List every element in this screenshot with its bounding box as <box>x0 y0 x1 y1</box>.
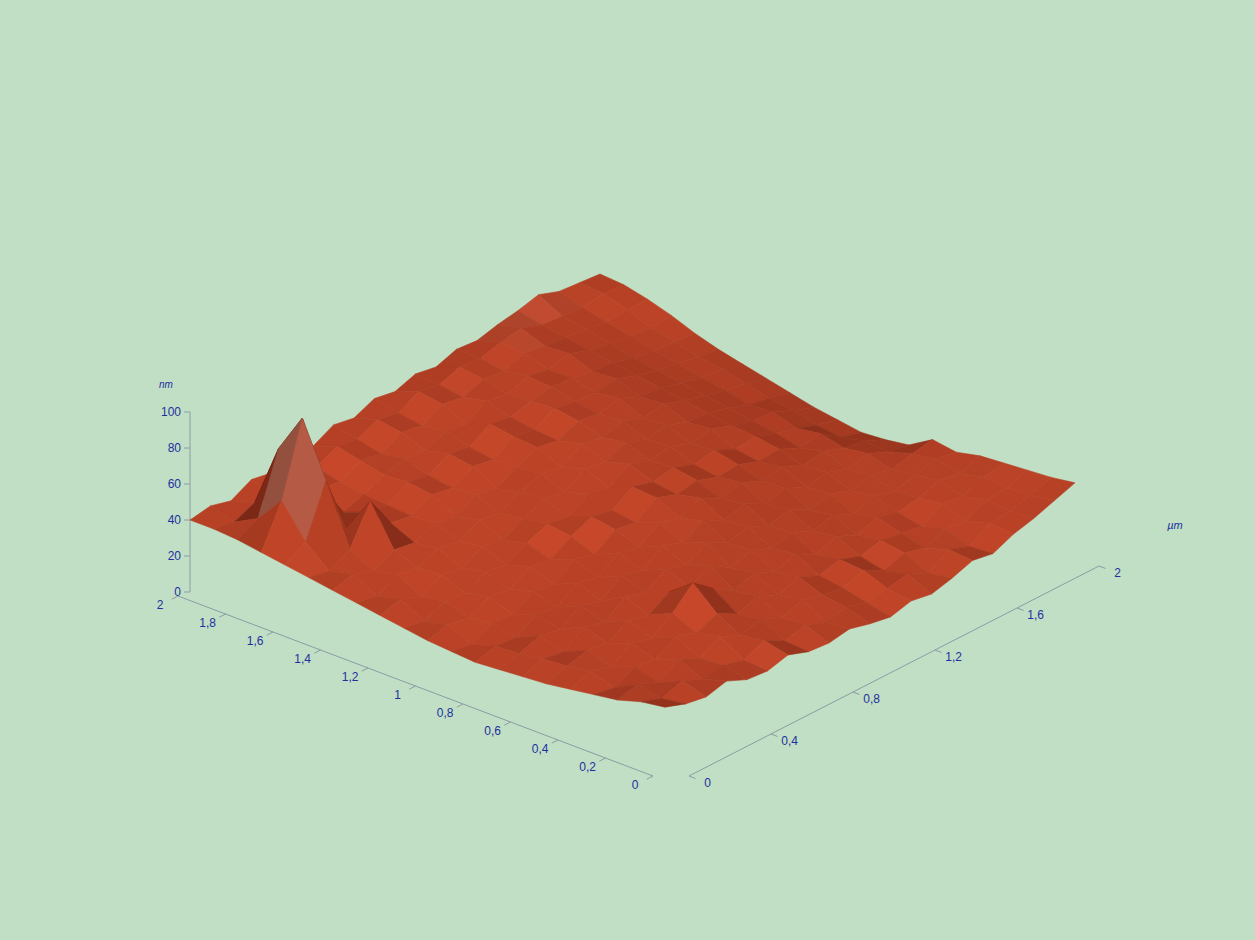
z-axis-title: nm <box>159 379 173 390</box>
y-tick-label: 0,8 <box>437 706 454 720</box>
y-tick-label: 1,8 <box>199 616 216 630</box>
x-tick-label: 1,6 <box>1027 608 1044 622</box>
z-tick <box>184 412 190 413</box>
y-tick-label: 2 <box>157 598 164 612</box>
z-tick-label: 20 <box>168 549 182 563</box>
z-tick-label: 40 <box>168 513 182 527</box>
surface-cell <box>606 443 650 464</box>
surface-cell <box>925 528 969 549</box>
x-tick <box>1017 608 1024 610</box>
y-tick <box>552 740 558 743</box>
y-tick <box>599 758 605 761</box>
surface-cell <box>703 665 747 681</box>
chart: 00,20,40,60,811,21,41,61,8200,40,81,21,6… <box>0 0 1255 940</box>
surface-cell <box>884 553 928 574</box>
y-tick-label: 1,4 <box>294 652 311 666</box>
y-axis <box>178 596 653 776</box>
x-tick <box>853 692 860 694</box>
y-tick <box>219 614 225 617</box>
x-axis <box>689 566 1099 776</box>
x-tick <box>771 734 778 736</box>
x-tick-label: 0 <box>704 776 711 790</box>
y-tick <box>504 722 510 725</box>
surface-cell <box>329 549 373 574</box>
axes: 00,20,40,60,811,21,41,61,8200,40,81,21,6… <box>157 379 1183 792</box>
y-tick-label: 1 <box>394 688 401 702</box>
surface-cell <box>655 636 699 659</box>
y-tick-label: 1,6 <box>247 634 264 648</box>
surface-cell <box>641 699 685 708</box>
surface-cell <box>928 550 972 579</box>
x-tick-label: 0,4 <box>781 734 798 748</box>
surface-cell <box>659 660 703 683</box>
z-tick <box>184 448 190 449</box>
surface-cell <box>377 575 421 600</box>
y-tick <box>457 704 463 707</box>
y-tick-label: 0,6 <box>484 724 501 738</box>
surface-cell <box>618 684 662 702</box>
y-tick <box>362 668 368 671</box>
x-tick <box>1099 566 1106 568</box>
y-tick-label: 0,4 <box>532 742 549 756</box>
z-tick <box>184 484 190 485</box>
surface-cell <box>285 542 329 578</box>
x-tick <box>689 776 696 778</box>
y-tick-label: 0,2 <box>579 760 596 774</box>
z-tick <box>184 556 190 557</box>
z-tick-label: 100 <box>161 405 181 419</box>
y-tick <box>267 632 273 635</box>
y-tick-label: 0 <box>632 778 639 792</box>
z-tick-label: 60 <box>168 477 182 491</box>
y-tick <box>647 776 653 779</box>
z-tick-label: 0 <box>174 585 181 599</box>
z-tick-label: 80 <box>168 441 182 455</box>
x-tick-label: 2 <box>1114 566 1121 580</box>
surface-cell <box>683 521 727 543</box>
surface-cell <box>680 498 724 521</box>
z-tick <box>184 520 190 521</box>
x-axis-title: µm <box>1167 519 1183 531</box>
z-axis <box>190 412 191 592</box>
x-tick-label: 1,2 <box>945 650 962 664</box>
x-tick <box>935 650 942 652</box>
z-tick <box>184 592 190 593</box>
y-tick <box>409 686 415 689</box>
surface-cell <box>687 543 731 568</box>
y-tick <box>314 650 320 653</box>
surface <box>190 274 1075 707</box>
x-tick-label: 0,8 <box>863 692 880 706</box>
surface-cell <box>696 614 740 637</box>
y-tick-label: 1,2 <box>342 670 359 684</box>
